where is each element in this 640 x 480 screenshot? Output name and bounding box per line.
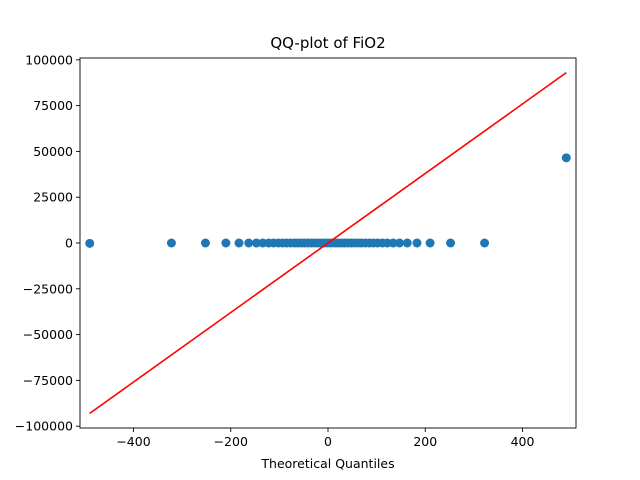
y-tick-label: 0	[65, 236, 73, 251]
scatter-point	[244, 238, 254, 248]
scatter-point	[561, 153, 571, 163]
scatter-point	[412, 238, 422, 248]
scatter-point	[480, 238, 490, 248]
y-tick-label: −25000	[23, 281, 73, 296]
scatter-point	[402, 238, 412, 248]
plot-area	[85, 72, 571, 414]
x-axis-label: Theoretical Quantiles	[260, 456, 394, 471]
scatter-point	[85, 238, 95, 248]
y-tick-label: 100000	[25, 52, 73, 67]
chart-title: QQ-plot of FiO2	[270, 34, 385, 52]
y-tick-label: 50000	[33, 144, 73, 159]
scatter-point	[394, 238, 404, 248]
scatter-point	[166, 238, 176, 248]
x-tick-label: 200	[413, 434, 437, 449]
x-tick-label: 400	[511, 434, 535, 449]
scatter-point	[425, 238, 435, 248]
axes: −400 −200 0 200 400 −100000 −75000 −50000 −25000…	[15, 52, 577, 449]
y-tick-label: −50000	[23, 327, 73, 342]
scatter-point	[252, 238, 262, 248]
y-tick-label: −100000	[15, 419, 73, 434]
scatter-point	[234, 238, 244, 248]
x-tick-label: 0	[324, 434, 332, 449]
x-tick-label: −200	[214, 434, 248, 449]
y-tick-label: −75000	[23, 373, 73, 388]
y-tick-label: 25000	[33, 190, 73, 205]
scatter-point	[446, 238, 456, 248]
scatter-point	[221, 238, 231, 248]
scatter-point	[388, 238, 398, 248]
x-tick-label: −400	[116, 434, 150, 449]
y-tick-label: 75000	[33, 98, 73, 113]
reference-line	[89, 72, 567, 414]
scatter-point	[200, 238, 210, 248]
